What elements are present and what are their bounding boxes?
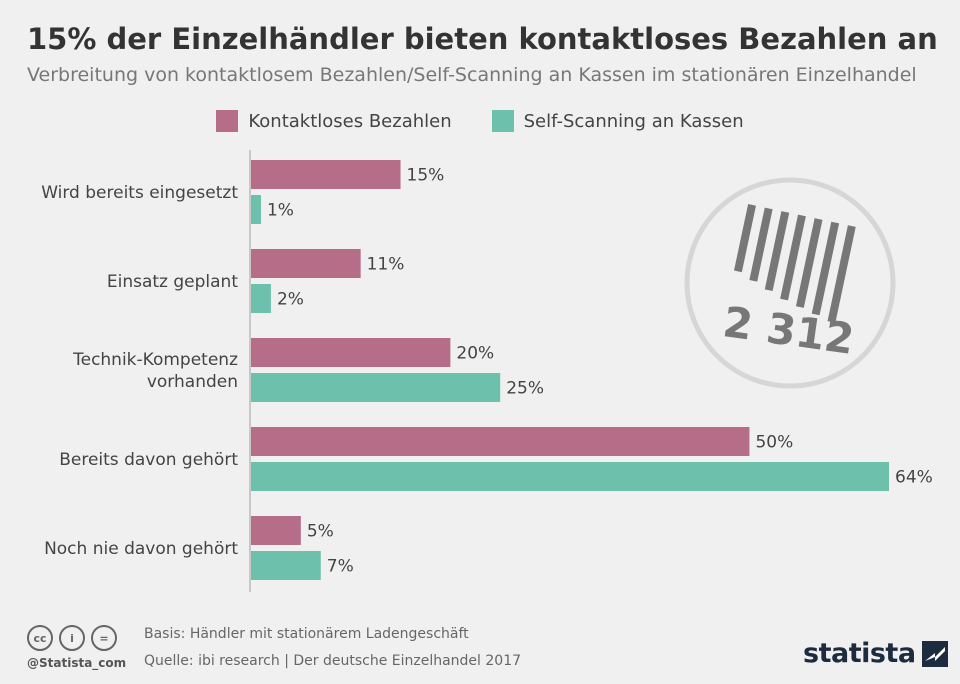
category-label: vorhanden bbox=[147, 372, 238, 392]
license-icons: cc i = bbox=[27, 625, 117, 651]
bar[interactable] bbox=[251, 160, 401, 189]
statista-handle[interactable]: @Statista_com bbox=[27, 656, 127, 670]
statista-logo-icon bbox=[921, 640, 948, 667]
data-label: 25% bbox=[506, 379, 544, 399]
category-label: Noch nie davon gehört bbox=[44, 539, 238, 559]
bar[interactable] bbox=[251, 427, 750, 456]
data-label: 7% bbox=[327, 557, 354, 577]
category-label: Technik-Kompetenz bbox=[72, 350, 238, 370]
bar[interactable] bbox=[251, 373, 501, 402]
legend: Kontaktloses Bezahlen Self-Scanning an K… bbox=[0, 110, 960, 132]
legend-label-self-scanning: Self-Scanning an Kassen bbox=[523, 110, 744, 132]
by-icon: i bbox=[59, 625, 85, 651]
nd-icon: = bbox=[91, 625, 117, 651]
category-label: Einsatz geplant bbox=[107, 272, 238, 292]
bar[interactable] bbox=[251, 284, 271, 313]
bar[interactable] bbox=[251, 516, 301, 545]
category-label: Wird bereits eingesetzt bbox=[41, 183, 238, 203]
data-label: 50% bbox=[755, 433, 793, 453]
bar[interactable] bbox=[251, 249, 361, 278]
legend-item-self-scanning: Self-Scanning an Kassen bbox=[491, 110, 744, 132]
data-label: 5% bbox=[307, 522, 334, 542]
legend-swatch-self-scanning bbox=[491, 110, 514, 132]
data-label: 2% bbox=[277, 290, 304, 310]
category-label: Bereits davon gehört bbox=[59, 450, 238, 470]
statista-wordmark: statista bbox=[803, 638, 916, 669]
data-label: 20% bbox=[456, 344, 494, 364]
bar[interactable] bbox=[251, 551, 321, 580]
data-label: 64% bbox=[895, 468, 933, 488]
chart-subtitle: Verbreitung von kontaktlosem Bezahlen/Se… bbox=[27, 64, 917, 86]
basis-note: Basis: Händler mit stationärem Ladengesc… bbox=[144, 626, 469, 642]
cc-icon: cc bbox=[27, 625, 53, 651]
bar[interactable] bbox=[251, 462, 889, 491]
barcode-sticker-icon: 2 312 bbox=[684, 177, 896, 389]
legend-swatch-contactless bbox=[216, 110, 239, 132]
data-label: 11% bbox=[367, 255, 405, 275]
statista-brand[interactable]: statista bbox=[803, 638, 948, 669]
bar[interactable] bbox=[251, 195, 261, 224]
legend-item-contactless: Kontaktloses Bezahlen bbox=[216, 110, 452, 132]
source-note: Quelle: ibi research | Der deutsche Einz… bbox=[144, 653, 522, 669]
data-label: 15% bbox=[407, 166, 445, 186]
bar[interactable] bbox=[251, 338, 451, 367]
data-label: 1% bbox=[267, 201, 294, 221]
legend-label-contactless: Kontaktloses Bezahlen bbox=[248, 110, 452, 132]
chart-title: 15% der Einzelhändler bieten kontaktlose… bbox=[27, 22, 938, 56]
